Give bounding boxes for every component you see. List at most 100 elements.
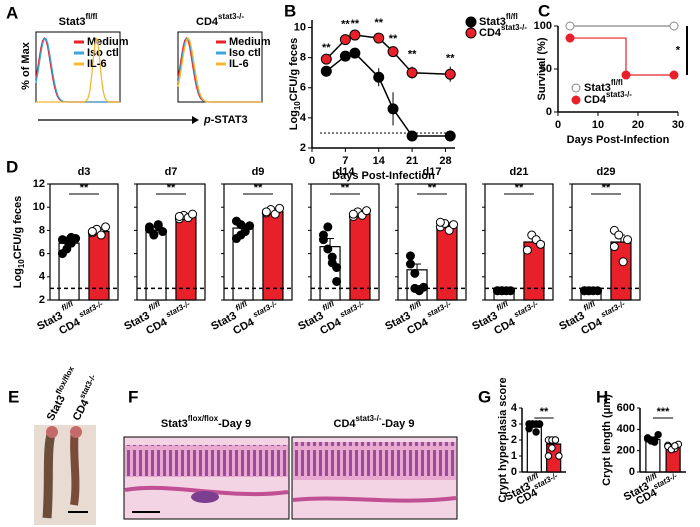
label-part: CD4 bbox=[584, 94, 607, 106]
label-part: stat3-/- bbox=[356, 414, 382, 423]
label-part: -STAT3 bbox=[211, 114, 248, 126]
y-tick-label: 6 bbox=[39, 248, 45, 260]
point bbox=[318, 230, 328, 240]
legend-marker bbox=[465, 16, 477, 28]
bar bbox=[88, 230, 110, 301]
panel-letter: G bbox=[478, 387, 491, 406]
y-tick-label: 3 bbox=[511, 418, 517, 430]
image-title: Stat3flox/flox-Day 9 bbox=[161, 414, 251, 430]
label-part: fl/fl bbox=[611, 78, 623, 87]
label-part: CD4 bbox=[71, 397, 92, 423]
legend-label: CD4stat3-/- bbox=[479, 23, 527, 39]
y-tick-label: 0 bbox=[511, 466, 517, 478]
histogram-curve bbox=[177, 36, 262, 103]
point bbox=[536, 239, 546, 249]
point bbox=[650, 436, 659, 444]
point bbox=[671, 442, 679, 450]
legend-marker bbox=[465, 27, 477, 39]
point bbox=[101, 222, 111, 232]
x-tick-label: 28 bbox=[439, 155, 451, 167]
x-axis-label: Days Post-Infection bbox=[567, 134, 670, 146]
point bbox=[231, 234, 241, 244]
bar bbox=[175, 215, 197, 301]
point bbox=[532, 428, 540, 436]
panel-title: d29 bbox=[597, 166, 616, 178]
significance: * bbox=[676, 44, 681, 56]
survival-line bbox=[570, 37, 674, 76]
y-tick-label: 8 bbox=[39, 224, 45, 236]
point bbox=[405, 259, 415, 269]
point bbox=[544, 452, 553, 460]
significance: ** bbox=[515, 182, 524, 194]
point bbox=[339, 50, 351, 62]
significance: ** bbox=[80, 182, 89, 194]
x-tick-label: 30 bbox=[672, 119, 684, 131]
point bbox=[332, 263, 342, 273]
point bbox=[275, 203, 285, 213]
y-axis-label: % of Max bbox=[20, 41, 32, 90]
label-part: CD4 bbox=[479, 27, 502, 39]
label-part: Log bbox=[288, 110, 300, 130]
point bbox=[348, 209, 358, 219]
significance: ** bbox=[446, 53, 455, 65]
label-part: CD4 bbox=[334, 418, 357, 430]
point bbox=[669, 70, 679, 80]
point bbox=[320, 65, 332, 77]
point bbox=[373, 32, 385, 44]
point bbox=[555, 452, 563, 460]
y-tick-label: 2 bbox=[39, 294, 45, 306]
x-tick-label: 21 bbox=[406, 155, 418, 167]
label-part: Stat3 bbox=[45, 393, 68, 422]
point bbox=[444, 68, 456, 80]
point bbox=[551, 436, 560, 444]
significance: ** bbox=[341, 182, 350, 194]
label-part: p bbox=[203, 114, 211, 126]
significance: ** bbox=[254, 182, 263, 194]
label-part: stat3-/- bbox=[338, 299, 365, 319]
bar bbox=[145, 229, 167, 301]
significance: ** bbox=[167, 182, 176, 194]
y-tick-label: 2 bbox=[300, 142, 306, 154]
label-part: Stat3 bbox=[584, 82, 611, 94]
legend-label: Medium bbox=[229, 36, 271, 48]
point bbox=[387, 46, 399, 58]
y-axis-label: Log10CFU/g feces bbox=[12, 196, 26, 289]
y-tick-label: 2 bbox=[511, 434, 517, 446]
significance: ** bbox=[428, 182, 437, 194]
point bbox=[621, 70, 631, 80]
label-part: stat3-/- bbox=[425, 299, 452, 319]
legend-label: CD4stat3-/- bbox=[584, 90, 632, 106]
point bbox=[614, 230, 624, 240]
label-part: stat3-/- bbox=[501, 23, 527, 32]
y-tick-label: 12 bbox=[33, 178, 45, 190]
point bbox=[323, 244, 333, 254]
point bbox=[149, 229, 159, 239]
label-part: fl/fl bbox=[234, 299, 249, 313]
panel-frame bbox=[136, 183, 206, 301]
point bbox=[387, 103, 399, 115]
legend-label: Iso ctl bbox=[229, 47, 261, 59]
label-part: stat3-/- bbox=[77, 299, 104, 319]
significance: ** bbox=[389, 33, 398, 45]
point bbox=[618, 257, 628, 267]
point bbox=[188, 209, 198, 219]
y-tick-label: 4 bbox=[300, 112, 307, 124]
y-tick-label: 400 bbox=[617, 423, 635, 435]
legend-label: Iso ctl bbox=[87, 47, 119, 59]
panel-frame bbox=[484, 183, 554, 301]
panel-letter: F bbox=[128, 387, 138, 406]
legend-label: IL-6 bbox=[87, 58, 107, 70]
label-part: -Day 9 bbox=[381, 418, 414, 430]
label-part: fl/fl bbox=[60, 299, 75, 313]
y-tick-label: 10 bbox=[33, 201, 45, 213]
point bbox=[349, 47, 361, 59]
label-part: CFU/g feces bbox=[288, 38, 300, 102]
x-tick-label: 20 bbox=[632, 119, 644, 131]
label-part: stat3-/- bbox=[164, 299, 191, 319]
y-tick-label: 1 bbox=[511, 450, 517, 462]
significance: ** bbox=[322, 42, 331, 54]
y-axis-label: Survival (%) bbox=[536, 37, 548, 100]
point bbox=[405, 251, 415, 261]
point bbox=[406, 130, 418, 142]
